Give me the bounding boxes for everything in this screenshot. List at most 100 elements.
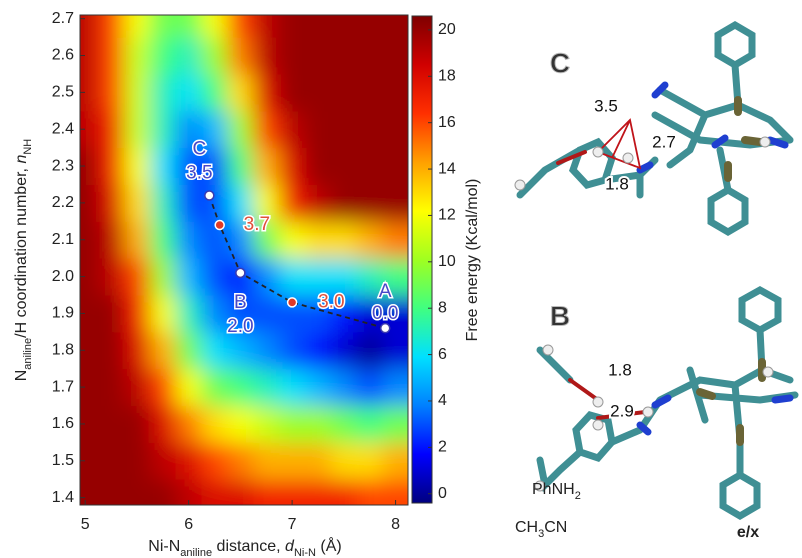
footer-label: e/x	[737, 524, 759, 541]
heat-cell	[357, 74, 383, 111]
colorbar-tick-label: 16	[438, 114, 456, 131]
label-sub: aniline	[22, 338, 34, 370]
heat-cell	[98, 148, 124, 185]
path-point	[381, 324, 390, 333]
heat-cell	[227, 369, 253, 406]
x-tick-label: 5	[81, 516, 90, 533]
point-name: C	[192, 139, 206, 160]
structure-c: C 3.5 2.7 1.8	[515, 25, 790, 232]
heat-cell	[176, 221, 202, 258]
heat-cell	[253, 442, 279, 479]
heat-cell	[202, 258, 228, 295]
heatmap	[32, 0, 449, 557]
structure-label: B	[550, 300, 570, 331]
heat-cell	[331, 148, 357, 185]
heat-cell	[124, 479, 150, 556]
heat-cell	[98, 369, 124, 406]
distance-label: 2.9	[610, 401, 634, 420]
colorbar-tick-label: 0	[438, 485, 447, 502]
heat-cell	[98, 479, 124, 556]
heat-cell	[98, 442, 124, 479]
heat-cell	[331, 37, 357, 74]
y-tick-label: 1.8	[52, 341, 74, 358]
heat-cell	[305, 332, 331, 369]
heat-cell	[253, 332, 279, 369]
energy-label: 0.0	[372, 303, 398, 324]
heat-cell	[331, 332, 357, 369]
heat-cell	[253, 258, 279, 295]
heat-cell	[150, 74, 176, 111]
heat-cell	[176, 258, 202, 295]
label-part: /H coordination number,	[13, 164, 30, 338]
heat-cell	[98, 295, 124, 332]
heat-cell	[253, 111, 279, 148]
heat-cell	[98, 0, 124, 38]
heat-cell	[357, 148, 383, 185]
label-part: n	[13, 155, 30, 164]
heat-cell	[150, 184, 176, 221]
heat-cell	[305, 184, 331, 221]
heat-cell	[202, 184, 228, 221]
heat-cell	[98, 184, 124, 221]
ring	[723, 475, 757, 516]
x-tick-label: 6	[184, 516, 193, 533]
colorbar-tick-label: 4	[438, 392, 447, 409]
heat-cell	[124, 111, 150, 148]
heat-cell	[279, 406, 305, 443]
heat-cell	[357, 111, 383, 148]
heatmap-clip	[32, 0, 449, 557]
colorbar-tick-label: 12	[438, 207, 456, 224]
heat-cell	[227, 406, 253, 443]
energy-label: 3.7	[244, 214, 270, 235]
heat-cell	[150, 406, 176, 443]
heat-cell	[279, 111, 305, 148]
heat-cell	[305, 37, 331, 74]
heat-cell	[124, 442, 150, 479]
heat-cell	[331, 111, 357, 148]
molecule-label: CH3CN	[515, 519, 567, 540]
heat-cell	[357, 479, 383, 556]
heat-cell	[305, 442, 331, 479]
heat-cell	[202, 37, 228, 74]
heat-cell	[305, 74, 331, 111]
heat-cell	[98, 111, 124, 148]
heat-cell	[357, 37, 383, 74]
heat-cell	[279, 332, 305, 369]
y-tick-label: 2.1	[52, 231, 74, 248]
distance-label: 1.8	[605, 174, 629, 193]
bonds	[540, 330, 795, 485]
energy-label: 3.0	[318, 291, 344, 312]
colorbar	[412, 16, 432, 503]
y-tick-label: 1.9	[52, 305, 74, 322]
heat-cell	[253, 406, 279, 443]
label-part: PhNH	[532, 481, 575, 498]
n-bonds	[640, 398, 790, 432]
point-name: B	[234, 292, 247, 313]
heat-cell	[227, 74, 253, 111]
heat-cell	[124, 74, 150, 111]
colorbar-tick-label: 14	[438, 160, 456, 177]
heat-cell	[227, 0, 253, 38]
heat-cell	[305, 406, 331, 443]
molecule-label: PhNH2	[532, 481, 581, 502]
heat-cell	[124, 148, 150, 185]
heat-cell	[150, 37, 176, 74]
heat-cell	[331, 369, 357, 406]
heat-cell	[305, 369, 331, 406]
label-part: Ni-N	[148, 538, 180, 555]
y-tick-label: 2.4	[52, 120, 74, 137]
page: {"chart_data": {"type": "heatmap", "xlab…	[0, 0, 802, 558]
heat-cell	[98, 406, 124, 443]
label-part: CH	[515, 519, 538, 536]
colorbar-label: Free energy (Kcal/mol)	[464, 179, 481, 342]
heat-cell	[176, 295, 202, 332]
heat-cell	[227, 111, 253, 148]
heat-cell	[98, 332, 124, 369]
label-part: distance,	[212, 538, 285, 555]
heat-cell	[279, 148, 305, 185]
heat-cell	[124, 37, 150, 74]
figure: C3.53.7B2.03.0A0.0 Free energy (Kcal/mol…	[0, 0, 802, 558]
heat-cell	[253, 295, 279, 332]
heat-cell	[124, 258, 150, 295]
heat-cell	[150, 442, 176, 479]
